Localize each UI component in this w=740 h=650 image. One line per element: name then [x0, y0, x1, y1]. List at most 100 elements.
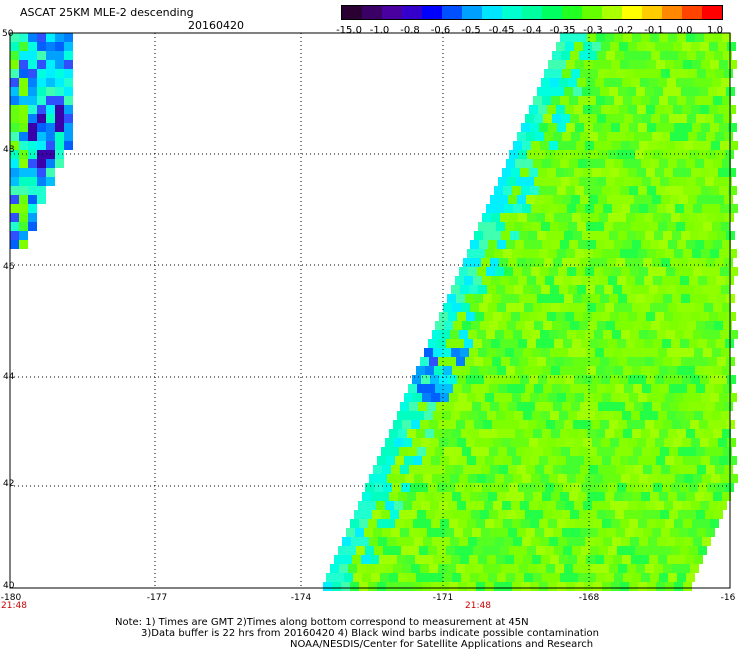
swath-cell	[562, 195, 571, 204]
swath-cell	[690, 87, 699, 96]
swath-cell	[519, 294, 528, 303]
swath-cell	[647, 456, 656, 465]
swath-cell	[568, 348, 577, 357]
swath-cell	[416, 366, 425, 375]
swath-cell	[19, 177, 28, 186]
swath-cell	[612, 330, 621, 339]
swath-cell	[669, 447, 678, 456]
swath-cell	[509, 213, 518, 222]
swath-cell	[611, 123, 620, 132]
swath-cell	[722, 33, 731, 42]
swath-cell	[593, 582, 602, 591]
swath-cell	[683, 60, 692, 69]
swath-cell	[537, 87, 546, 96]
swath-cell	[683, 582, 692, 591]
swath-cell	[55, 42, 64, 51]
swath-cell	[556, 168, 565, 177]
swath-cell	[509, 276, 518, 285]
swath-cell	[654, 231, 663, 240]
swath-cell	[473, 276, 482, 285]
swath-cell	[598, 195, 607, 204]
swath-cell	[674, 456, 683, 465]
swath-cell	[629, 249, 638, 258]
swath-cell	[502, 312, 511, 321]
swath-cell	[64, 141, 73, 150]
swath-cell	[542, 573, 551, 582]
swath-cell	[648, 267, 657, 276]
swath-cell	[28, 114, 37, 123]
swath-cell	[614, 33, 623, 42]
swath-cell	[532, 555, 541, 564]
swath-cell	[476, 393, 485, 402]
swath-cell	[19, 240, 28, 249]
swath-cell	[46, 33, 55, 42]
swath-cell	[544, 465, 553, 474]
swath-cell	[558, 474, 567, 483]
swath-cell	[687, 384, 696, 393]
swath-cell	[428, 483, 437, 492]
swath-cell	[703, 222, 712, 231]
swath-cell	[635, 546, 644, 555]
swath-cell	[564, 294, 573, 303]
swath-cell	[584, 186, 593, 195]
swath-cell	[603, 537, 612, 546]
swath-cell	[549, 204, 558, 213]
swath-cell	[575, 60, 584, 69]
swath-cell	[483, 420, 492, 429]
swath-cell	[555, 294, 564, 303]
swath-cell	[643, 528, 652, 537]
swath-cell	[614, 573, 623, 582]
swath-cell	[443, 366, 452, 375]
swath-cell	[580, 69, 589, 78]
swath-cell	[686, 492, 695, 501]
swath-cell	[715, 465, 724, 474]
swath-cell	[37, 186, 46, 195]
swath-cell	[554, 339, 563, 348]
swath-cell	[641, 240, 650, 249]
swath-cell	[709, 168, 718, 177]
swath-cell	[667, 285, 676, 294]
swath-cell	[465, 564, 474, 573]
swath-cell	[670, 402, 679, 411]
swath-cell	[520, 438, 529, 447]
swath-cell	[564, 87, 573, 96]
swath-cell	[664, 168, 673, 177]
swath-cell	[586, 222, 595, 231]
swath-cell	[632, 159, 641, 168]
swath-cell	[700, 168, 709, 177]
swath-cell	[508, 258, 517, 267]
swath-cell	[524, 303, 533, 312]
swath-cell	[588, 51, 597, 60]
swath-cell	[37, 105, 46, 114]
swath-cell	[721, 285, 730, 294]
swath-cell	[661, 402, 670, 411]
swath-cell	[649, 555, 658, 564]
swath-cell	[545, 213, 554, 222]
swath-cell	[695, 33, 704, 42]
swath-cell	[46, 177, 55, 186]
swath-cell	[701, 123, 710, 132]
swath-cell	[511, 312, 520, 321]
swath-cell	[621, 267, 630, 276]
swath-cell	[55, 141, 64, 150]
swath-cell	[525, 384, 534, 393]
swath-cell	[488, 366, 497, 375]
swath-cell	[728, 249, 737, 258]
swath-cell	[705, 510, 714, 519]
swath-cell	[606, 384, 615, 393]
swath-cell	[714, 114, 723, 123]
swath-cell	[560, 240, 569, 249]
swath-cell	[28, 96, 37, 105]
swath-cell	[630, 537, 639, 546]
swath-cell	[604, 555, 613, 564]
swath-cell	[723, 114, 732, 123]
swath-cell	[613, 555, 622, 564]
swath-cell	[606, 51, 615, 60]
swath-cell	[571, 132, 580, 141]
swath-cell	[521, 393, 530, 402]
swath-cell	[454, 402, 463, 411]
swath-cell	[55, 69, 64, 78]
swath-cell	[64, 132, 73, 141]
swath-cell	[583, 105, 592, 114]
colorbar-label: -1.0	[369, 25, 390, 36]
